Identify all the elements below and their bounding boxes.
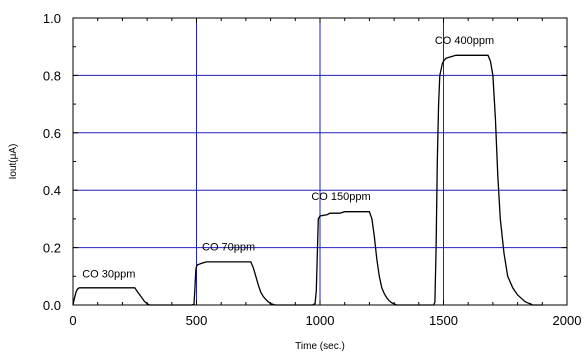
- annotation-label: CO 150ppm: [311, 191, 370, 203]
- x-axis-label: Time (sec.): [295, 341, 345, 352]
- y-tick-label: 0.2: [43, 241, 61, 256]
- y-tick-label: 0.8: [43, 68, 61, 83]
- annotation-label: CO 400ppm: [435, 35, 494, 47]
- annotation-label: CO 30ppm: [82, 269, 135, 281]
- annotation-label: CO 70ppm: [202, 241, 255, 253]
- series-line: [72, 54, 543, 306]
- y-tick-label: 0.0: [43, 298, 61, 313]
- y-tick-label: 0.6: [43, 126, 61, 141]
- axis-ticks: 0 500 1000 1500 2000 0.0 0.2 0.4 0.6 0.8 1.0: [43, 11, 582, 328]
- x-tick-label: 2000: [553, 313, 582, 328]
- x-tick-label: 500: [186, 313, 208, 328]
- y-tick-label: 1.0: [43, 11, 61, 26]
- y-axis-label: Iout(μA): [8, 144, 19, 180]
- gridlines: [73, 18, 567, 305]
- x-tick-label: 0: [69, 313, 76, 328]
- x-tick-label: 1000: [306, 313, 335, 328]
- y-tick-label: 0.4: [43, 183, 61, 198]
- series-layer: [72, 54, 543, 306]
- x-tick-label: 1500: [429, 313, 458, 328]
- annotations: CO 30ppm CO 70ppm CO 150ppm CO 400ppm: [82, 35, 494, 281]
